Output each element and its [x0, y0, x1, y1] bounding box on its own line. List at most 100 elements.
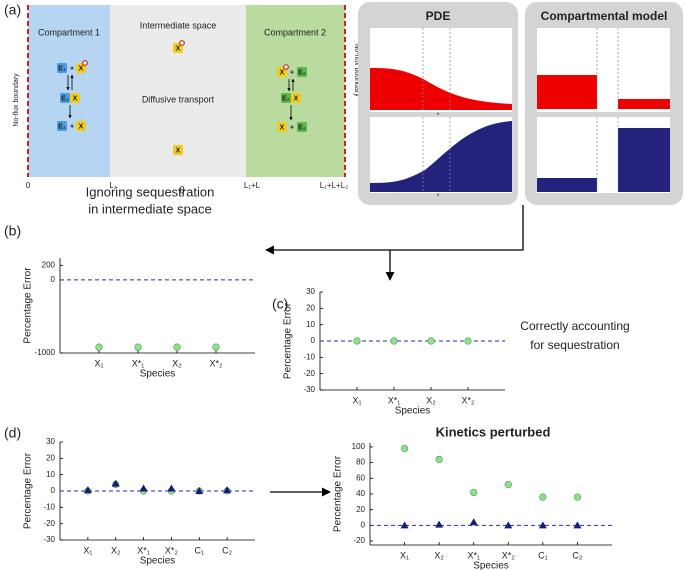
- species-label: E₁: [58, 123, 66, 130]
- y-tick-label: 20: [46, 453, 55, 462]
- y-tick-label: -20: [353, 536, 365, 545]
- y-tick-label: -1000: [35, 348, 56, 357]
- species-label: X: [294, 95, 299, 102]
- triangle-marker: [469, 518, 478, 526]
- chart-title: Ignoring sequestration: [86, 184, 215, 199]
- species-box: [173, 43, 183, 53]
- y-axis-label: Percentage Error: [333, 455, 344, 532]
- label: Compartment 2: [264, 27, 326, 37]
- label: Intermediate space: [140, 20, 217, 30]
- label: No-flux boundary: [13, 73, 20, 127]
- species-box: [297, 67, 307, 77]
- triangle-marker: [83, 486, 92, 494]
- x-tick-label: X₂: [426, 395, 436, 405]
- bound-marker: [283, 64, 289, 70]
- circle-marker: [435, 455, 443, 464]
- species-label: X: [280, 69, 285, 76]
- y-tick-label: 0: [51, 275, 56, 284]
- y-tick-label: 20: [356, 505, 365, 514]
- species-label: E₁: [61, 95, 69, 102]
- annotation: Correctly accounting: [520, 319, 629, 333]
- species-label: X: [280, 124, 285, 131]
- y-tick-label: 40: [356, 489, 365, 498]
- circle-marker: [470, 488, 478, 497]
- x-tick-label: X*₁: [132, 358, 145, 368]
- species-label: X: [176, 45, 181, 52]
- panel-label: (d): [4, 425, 21, 441]
- circle-marker: [400, 444, 409, 453]
- species-label: +: [70, 65, 74, 72]
- species-box: [70, 93, 80, 103]
- species-box: [76, 121, 86, 131]
- y-tick-label: 10: [46, 470, 55, 479]
- species-box: [277, 122, 287, 132]
- y-tick-label: -20: [303, 369, 315, 378]
- triangle-marker: [573, 521, 582, 529]
- triangle-marker: [504, 521, 513, 529]
- label: Diffusive transport: [142, 94, 215, 104]
- triangle-marker: [400, 521, 409, 529]
- triangle-marker: [139, 484, 148, 492]
- triangle-marker: [111, 479, 120, 487]
- panel-title: Compartmental model: [541, 9, 668, 23]
- x-tick-label: X₂: [111, 545, 121, 555]
- species-label: X: [73, 95, 78, 102]
- species-label: E₂: [298, 124, 306, 131]
- species-box: [173, 145, 183, 155]
- y-tick-label: 0: [361, 520, 366, 529]
- x-tick-label: X*₂: [502, 550, 516, 560]
- x-tick-label: X₁: [83, 545, 92, 555]
- circle-marker: [212, 343, 220, 351]
- axis-label: θ: [437, 111, 440, 116]
- species-label: X: [79, 123, 84, 130]
- axis-label: L₁+L: [244, 181, 261, 190]
- reaction-arrows: [66, 74, 295, 121]
- x-tick-label: X*₂: [462, 395, 476, 405]
- triangle-marker: [435, 520, 444, 528]
- bound-marker: [82, 60, 88, 66]
- chart-title: Kinetics perturbed: [436, 424, 551, 439]
- axis-label: θ: [437, 192, 440, 197]
- y-tick-label: 10: [306, 320, 315, 329]
- axis-label: L₁: [109, 181, 116, 190]
- y-axis-label: Percentage Error: [23, 452, 34, 529]
- species-label: +: [290, 124, 294, 131]
- circle-marker: [390, 337, 398, 345]
- compartment-2-region: [246, 5, 345, 177]
- schematic: Compartment 1 Intermediate space Compart…: [13, 5, 360, 197]
- x-tick-label: X*₁: [137, 545, 150, 555]
- species-box: [57, 121, 67, 131]
- panel-label: (b): [4, 223, 21, 239]
- x-tick-label: C₁: [538, 550, 548, 560]
- y-tick-label: 60: [356, 473, 365, 482]
- pde-panel: PDE θ θ: [358, 2, 518, 205]
- species-label: E₁: [58, 65, 66, 72]
- x-tick-label: C₂: [222, 545, 232, 555]
- y-tick-label: -30: [43, 535, 55, 544]
- circle-marker: [353, 337, 361, 345]
- y-tick-label: 30: [46, 437, 55, 446]
- x-tick-label: X₁: [400, 550, 409, 560]
- species-label: E₂: [298, 69, 306, 76]
- axis-label: θ: [179, 186, 185, 197]
- y-tick-label: 0: [51, 486, 56, 495]
- triangle-marker: [223, 486, 232, 494]
- x-axis-label: Species: [140, 556, 176, 567]
- y-tick-label: 200: [42, 260, 56, 269]
- axis-label: L₁+L+L₂: [320, 181, 349, 190]
- x-axis-label: Species: [395, 406, 431, 417]
- y-tick-label: 80: [356, 458, 365, 467]
- x-tick-label: X*₁: [388, 395, 401, 405]
- species-box: [57, 63, 67, 73]
- circle-marker: [504, 480, 512, 489]
- x-tick-label: C₁: [195, 545, 205, 555]
- panel-title: PDE: [426, 9, 451, 23]
- x-tick-label: X*₂: [210, 358, 224, 368]
- species-box: [76, 63, 86, 73]
- species-box: [291, 93, 301, 103]
- x-tick-label: X₂: [434, 550, 444, 560]
- x-tick-label: X₂: [172, 358, 182, 368]
- y-tick-label: -10: [43, 502, 55, 511]
- y-tick-label: -30: [303, 385, 315, 394]
- triangle-marker: [195, 487, 204, 494]
